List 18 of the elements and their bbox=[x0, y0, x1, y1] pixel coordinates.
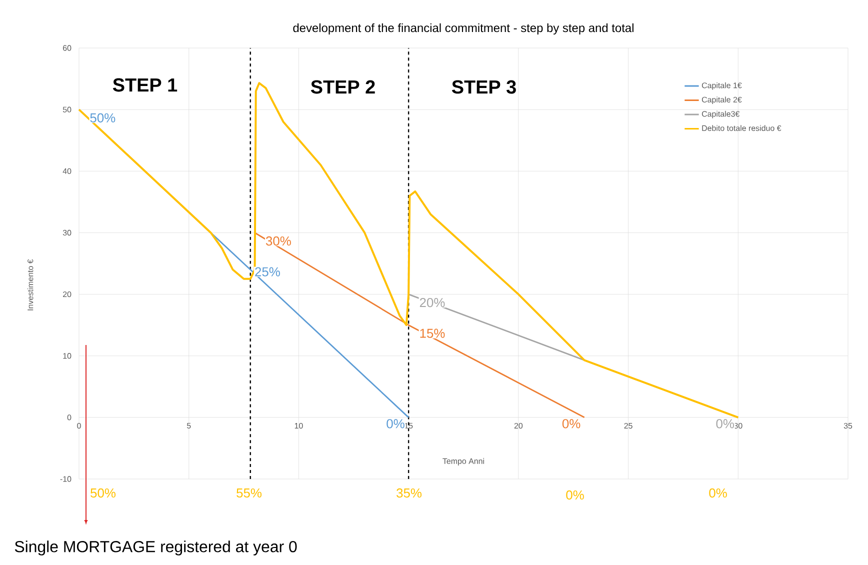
data-label: 20% bbox=[420, 298, 445, 308]
annotation: STEP 2 bbox=[310, 80, 375, 94]
text: 35% bbox=[396, 488, 422, 498]
data-label: 0% bbox=[716, 419, 734, 428]
data-label: 50% bbox=[90, 113, 116, 122]
text: 0% bbox=[566, 490, 584, 500]
annotation: STEP 3 bbox=[452, 80, 516, 94]
chart-title: development of the financial commitment - step by step and total bbox=[293, 23, 634, 35]
data-label: 25% bbox=[255, 267, 280, 276]
data-label: 0% bbox=[562, 419, 580, 428]
annotation: STEP 1 bbox=[112, 78, 178, 92]
data-label: 30% bbox=[266, 236, 291, 246]
text: 50% bbox=[90, 488, 116, 498]
text: Single MORTGAGE registered at year 0 bbox=[14, 540, 297, 556]
text: 55% bbox=[236, 488, 262, 498]
text: 0% bbox=[709, 488, 727, 498]
data-label: 0% bbox=[386, 419, 404, 428]
data-label: 15% bbox=[420, 328, 445, 338]
